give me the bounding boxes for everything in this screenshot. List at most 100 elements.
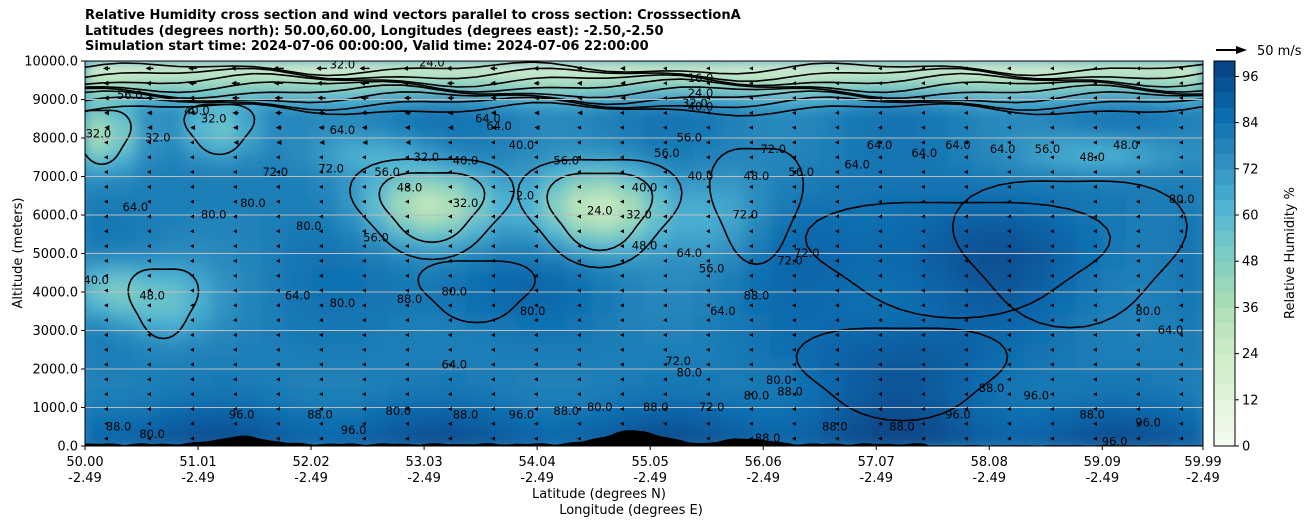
wind-vector-head [448, 377, 452, 382]
contour-label: 72.0 [318, 161, 344, 175]
wind-vector-head [663, 66, 667, 71]
wind-vector-head [1136, 229, 1140, 234]
wind-vector-head [491, 244, 495, 249]
wind-vector-head [663, 421, 667, 426]
wind-vector-head [319, 318, 323, 323]
y-tick-label: 10000.0 [24, 55, 78, 70]
wind-vector-head [315, 65, 321, 71]
wind-vector-head [835, 155, 839, 160]
wind-vector-head [1050, 377, 1054, 382]
wind-vector-head [749, 170, 753, 175]
colorbar-segment [1214, 292, 1235, 308]
wind-vector-head [706, 406, 710, 411]
wind-vector-head [749, 229, 753, 234]
wind-vector-head [1050, 229, 1054, 234]
wind-vector-head [964, 421, 968, 426]
wind-vector-head [104, 421, 108, 426]
contour-label: 96.0 [1102, 435, 1128, 449]
wind-vector-head [1179, 155, 1183, 160]
wind-vector-head [663, 199, 667, 204]
wind-vector-head [921, 66, 925, 71]
contour-label: 80.0 [330, 296, 356, 310]
contour-label: 80.0 [139, 427, 165, 441]
wind-vector-head [577, 258, 581, 263]
wind-vector-head [362, 421, 366, 426]
wind-vector-head [1136, 377, 1140, 382]
wind-vector-head [1136, 140, 1140, 145]
wind-vector-head [319, 362, 323, 367]
wind-vector-head [663, 125, 667, 130]
wind-vector-head [1136, 258, 1140, 263]
wind-vector-head [964, 140, 968, 145]
wind-vector-head [1179, 392, 1183, 397]
wind-vector-head [835, 184, 839, 189]
wind-vector-head [491, 229, 495, 234]
wind-vector-head [964, 110, 968, 115]
wind-vector-head [1093, 347, 1097, 352]
wind-vector-head [104, 362, 108, 367]
wind-vector-head [964, 184, 968, 189]
wind-vector-head [190, 436, 194, 441]
wind-vector-head [276, 184, 280, 189]
wind-vector-head [792, 244, 796, 249]
x-tick-label-lon: -2.49 [859, 471, 893, 486]
contour-line [348, 158, 515, 261]
wind-vector-head [1136, 421, 1140, 426]
wind-vector-head [706, 273, 710, 278]
wind-vector-head [190, 199, 194, 204]
contour-label: 40.0 [688, 100, 714, 114]
wind-vector-head [448, 406, 452, 411]
wind-key-arrowhead [1236, 46, 1247, 54]
colorbar-segment [1214, 338, 1235, 355]
wind-vector-head [362, 362, 366, 367]
wind-vector-head [921, 421, 925, 426]
wind-vector-head [362, 347, 366, 352]
wind-vector-head [835, 288, 839, 293]
wind-vector-head [276, 170, 280, 175]
wind-vector-head [1093, 96, 1097, 101]
wind-vector-head [792, 258, 796, 263]
wind-vector-head [577, 332, 581, 337]
wind-vector-head [577, 110, 583, 116]
x-tick-label-lat: 52.02 [292, 455, 329, 470]
wind-vector-head [273, 80, 279, 86]
wind-vector-head [318, 125, 324, 131]
wind-vector-head [1093, 66, 1097, 71]
wind-vector-head [405, 392, 409, 397]
wind-vector-head [921, 184, 925, 189]
wind-vector-head [448, 184, 452, 189]
wind-vector-head [577, 421, 581, 426]
wind-vector-head [534, 125, 540, 131]
wind-vector-head [1007, 244, 1011, 249]
wind-vector-head [964, 436, 968, 441]
contour-label: 64.0 [945, 138, 971, 152]
wind-vector-head [319, 392, 323, 397]
wind-vector-head [491, 258, 495, 263]
wind-vector-head [964, 229, 968, 234]
wind-vector-head [448, 318, 452, 323]
wind-vector-head [620, 258, 624, 263]
wind-vector-head [620, 318, 624, 323]
y-tick-label: 5000.0 [33, 247, 79, 262]
wind-vector-head [792, 214, 796, 219]
wind-vector-head [103, 80, 109, 86]
wind-vector-head [448, 288, 452, 293]
wind-vector-head [706, 362, 710, 367]
wind-vector-head [576, 65, 582, 71]
wind-vector-head [319, 421, 323, 426]
wind-vector-head [1179, 199, 1183, 204]
wind-vector-head [190, 140, 194, 145]
wind-vector-head [964, 288, 968, 293]
wind-vector-head [147, 273, 151, 278]
wind-vector-head [276, 406, 280, 411]
wind-vector-head [534, 170, 538, 175]
colorbar-frame [1213, 60, 1236, 447]
wind-vector-head [533, 95, 539, 101]
wind-vector-head [792, 288, 796, 293]
colorbar-segment [1214, 384, 1235, 401]
wind-vector-head [663, 273, 667, 278]
wind-vector-head [1136, 347, 1140, 352]
wind-vector-head [276, 362, 280, 367]
contour-label: 88.0 [307, 408, 333, 422]
contour-line [85, 90, 1203, 106]
